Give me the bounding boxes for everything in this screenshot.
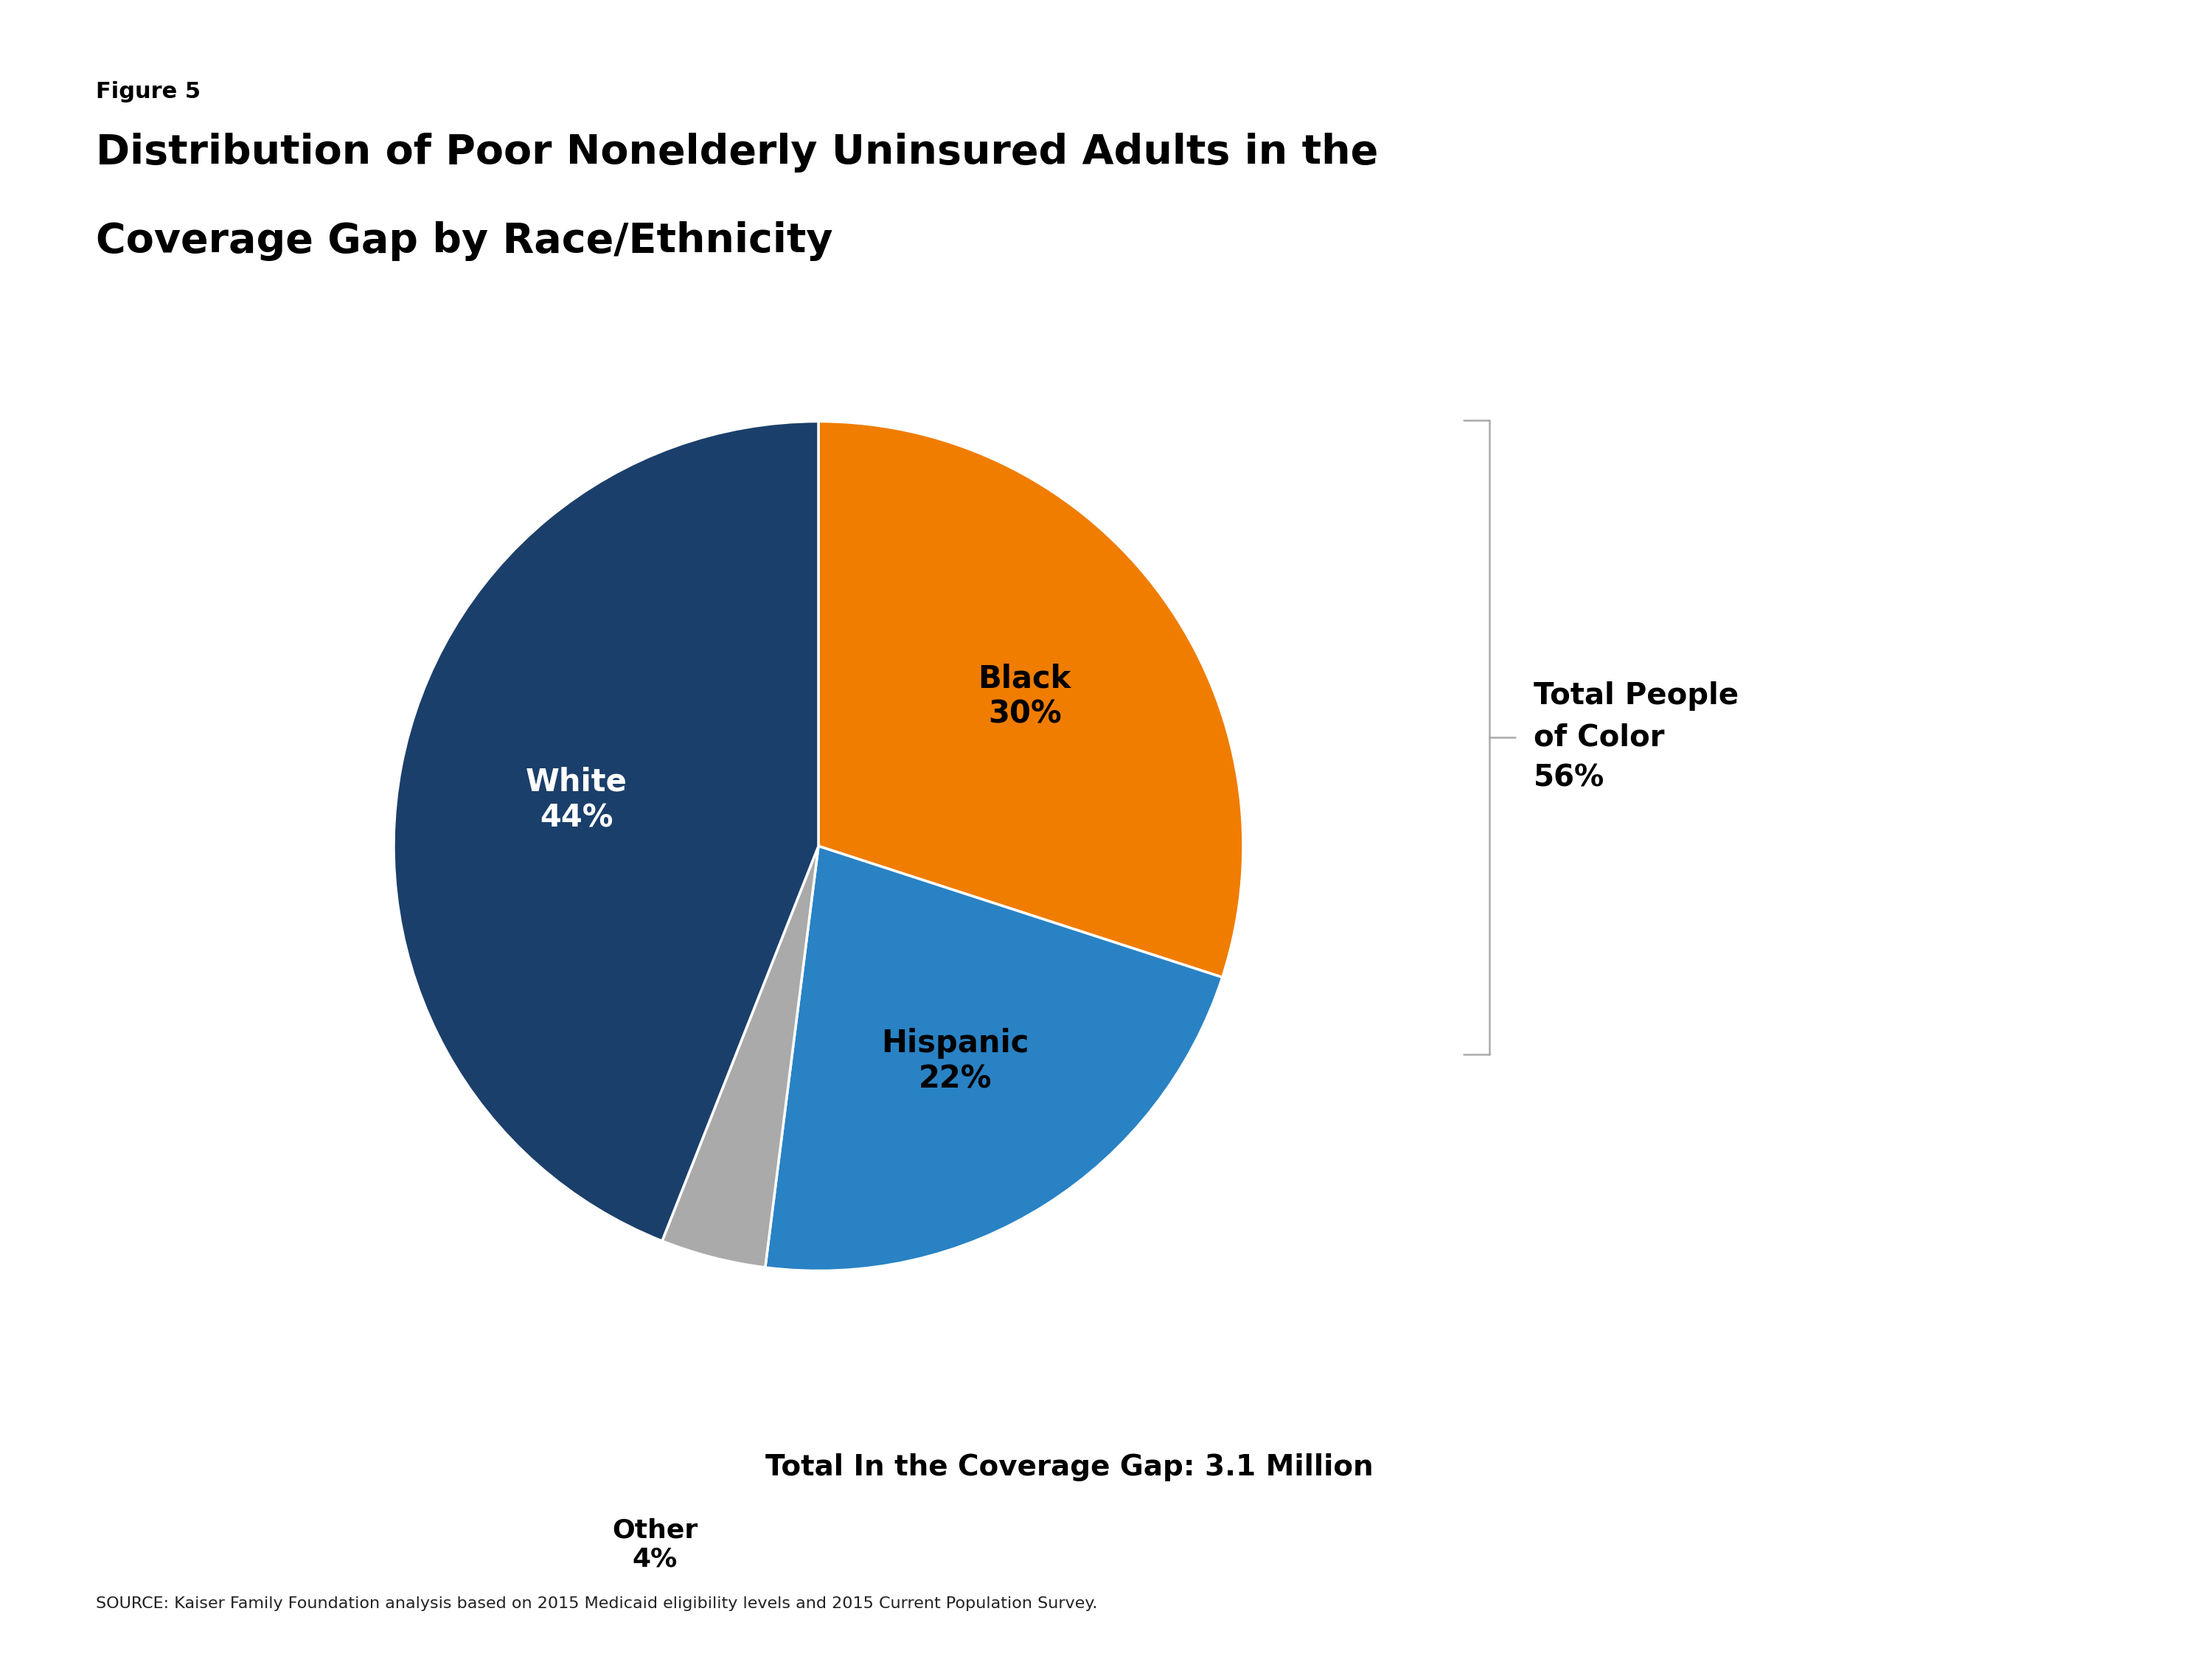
Text: SOURCE: Kaiser Family Foundation analysis based on 2015 Medicaid eligibility lev: SOURCE: Kaiser Family Foundation analysi… xyxy=(95,1596,1097,1611)
Text: Kaiser: Kaiser xyxy=(2035,1553,2090,1568)
Text: Black
30%: Black 30% xyxy=(978,664,1071,730)
Text: Distribution of Poor Nonelderly Uninsured Adults in the: Distribution of Poor Nonelderly Uninsure… xyxy=(95,133,1378,173)
Text: White
44%: White 44% xyxy=(526,766,628,833)
Text: THE HENRY J.: THE HENRY J. xyxy=(2031,1525,2095,1535)
Text: FAMILY: FAMILY xyxy=(2046,1588,2079,1596)
Wedge shape xyxy=(394,421,818,1241)
Wedge shape xyxy=(818,421,1243,977)
Text: Total People
of Color
56%: Total People of Color 56% xyxy=(1533,682,1739,793)
Wedge shape xyxy=(765,846,1223,1271)
Text: Figure 5: Figure 5 xyxy=(95,81,201,103)
Text: Total In the Coverage Gap: 3.1 Million: Total In the Coverage Gap: 3.1 Million xyxy=(765,1453,1374,1481)
Text: Hispanic
22%: Hispanic 22% xyxy=(880,1029,1029,1095)
Text: Other
4%: Other 4% xyxy=(613,1518,697,1571)
Wedge shape xyxy=(661,846,818,1267)
Text: FOUNDATION: FOUNDATION xyxy=(2031,1614,2095,1623)
Text: Coverage Gap by Race/Ethnicity: Coverage Gap by Race/Ethnicity xyxy=(95,221,832,260)
